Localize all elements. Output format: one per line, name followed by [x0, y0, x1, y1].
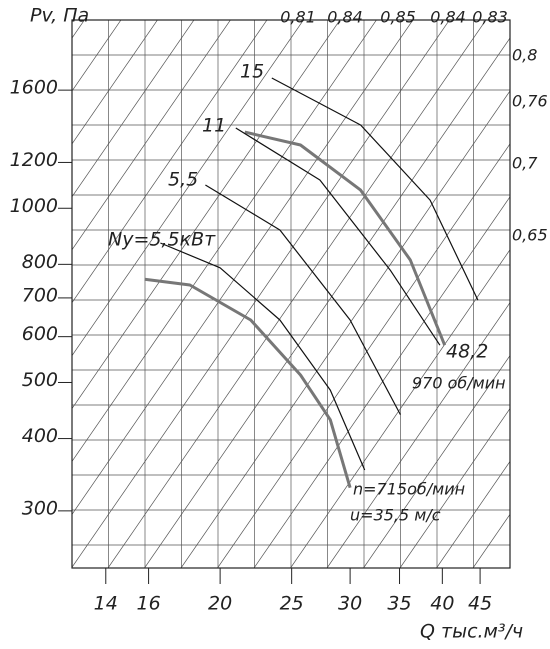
x-tick-label: 30: [338, 593, 362, 615]
grid-diagonal: [72, 20, 341, 410]
curve: [244, 130, 447, 346]
y-tick-label: 400: [22, 425, 58, 447]
x-tick-label: 40: [430, 593, 454, 615]
y-tick-label: 700: [22, 284, 58, 306]
y-tick-label: 1200: [10, 149, 58, 171]
grid-diagonal: [290, 249, 510, 568]
annotation: n=715об/мин: [353, 480, 465, 499]
x-tick-label: 14: [94, 593, 118, 615]
grid-diagonal: [72, 20, 377, 463]
grid-diagonal: [436, 460, 510, 568]
grid-diagonal: [180, 90, 510, 568]
grid-diagonal: [72, 20, 195, 198]
x-tick-label: 35: [387, 593, 411, 615]
annotation: 970 об/мин: [412, 374, 506, 393]
curve: [271, 77, 479, 301]
curve: [160, 242, 366, 471]
annotation: 48,2: [446, 341, 488, 363]
efficiency-label: 0,76: [512, 92, 548, 111]
grid-diagonal: [72, 20, 268, 304]
annotation: 15: [240, 61, 264, 83]
grid-diagonal: [72, 20, 304, 357]
x-tick-label: 25: [280, 593, 304, 615]
efficiency-label: 0,8: [512, 46, 537, 65]
y-axis-label: Pv, Па: [30, 5, 89, 27]
curve: [144, 277, 352, 489]
y-tick-label: 800: [22, 251, 58, 273]
x-tick-label: 20: [208, 593, 232, 615]
y-tick-label: 1000: [10, 195, 58, 217]
y-tick-label: 500: [22, 369, 58, 391]
annotation: Ny=5,5кВт: [108, 229, 216, 251]
grid-diagonal: [509, 566, 510, 568]
grid-diagonal: [399, 407, 510, 568]
y-tick-label: 1600: [10, 77, 58, 99]
x-tick-label: 16: [136, 593, 160, 615]
curve: [235, 127, 441, 346]
curve: [205, 184, 401, 415]
efficiency-label: 0,84: [327, 8, 363, 27]
grid-diagonal: [363, 354, 510, 568]
efficiency-label: 0,83: [472, 8, 508, 27]
efficiency-label: 0,7: [512, 154, 538, 173]
y-tick-label: 300: [22, 497, 58, 519]
grid-diagonal: [144, 37, 510, 568]
grid-diagonal: [472, 513, 510, 568]
grid-diagonal: [72, 20, 158, 145]
x-axis-label: Q тыс.м³/ч: [420, 621, 523, 643]
efficiency-label: 0,85: [380, 8, 416, 27]
grid: [72, 20, 510, 568]
efficiency-label: 0,81: [280, 8, 316, 27]
annotation: 11: [202, 115, 226, 137]
y-tick-label: 600: [22, 323, 58, 345]
annotation: u=35,5 м/с: [350, 506, 441, 525]
grid-diagonal: [326, 302, 510, 568]
efficiency-label: 0,65: [512, 226, 548, 245]
grid-diagonal: [72, 20, 450, 568]
grid-diagonal: [72, 20, 414, 515]
annotation: 5,5: [168, 169, 198, 191]
grid-diagonal: [107, 20, 487, 568]
grid-diagonal: [72, 20, 231, 251]
grid-diagonal: [72, 20, 122, 92]
efficiency-label: 0,84: [430, 8, 466, 27]
grid-diagonal: [253, 196, 510, 568]
plot-frame: [71, 19, 511, 569]
x-tick-label: 45: [468, 593, 492, 615]
